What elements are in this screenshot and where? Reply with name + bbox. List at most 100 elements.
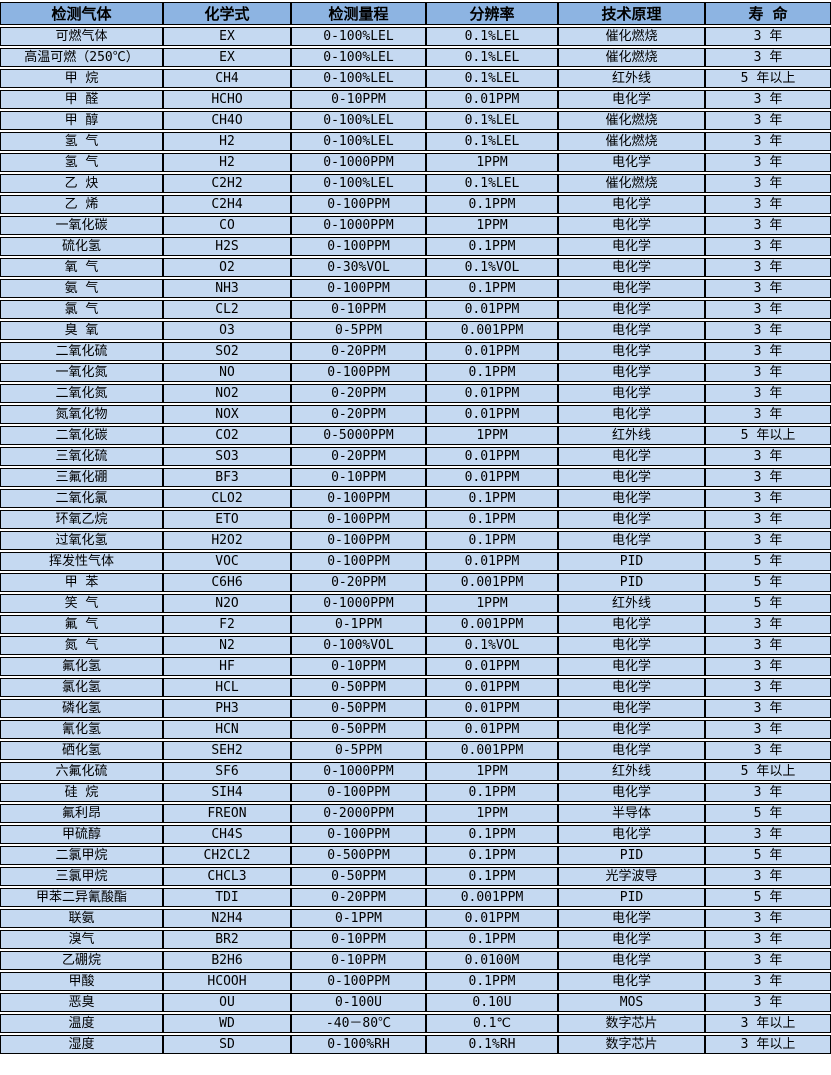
lifespan-cell: 3 年 [705, 678, 831, 697]
formula-cell: PH3 [163, 699, 291, 718]
resolution-cell: 0.01PPM [426, 90, 558, 109]
gas-name-cell: 甲苯二异氰酸酯 [0, 888, 163, 907]
resolution-cell: 1PPM [426, 153, 558, 172]
range-cell: 0-100%LEL [291, 132, 426, 151]
table-row: 氯化氢 HCL 0-50PPM 0.01PPM 电化学 3 年 [0, 678, 831, 697]
resolution-cell: 0.1PPM [426, 825, 558, 844]
range-cell: 0-100%LEL [291, 27, 426, 46]
resolution-cell: 0.1%VOL [426, 636, 558, 655]
gas-name-cell: 可燃气体 [0, 27, 163, 46]
lifespan-cell: 3 年 [705, 405, 831, 424]
gas-name-cell: 氯 气 [0, 300, 163, 319]
range-cell: 0-1000PPM [291, 594, 426, 613]
formula-cell: HCN [163, 720, 291, 739]
principle-cell: 催化燃烧 [558, 111, 705, 130]
resolution-cell: 0.1PPM [426, 363, 558, 382]
principle-cell: 电化学 [558, 531, 705, 550]
gas-name-cell: 氮 气 [0, 636, 163, 655]
formula-cell: N2O [163, 594, 291, 613]
formula-cell: TDI [163, 888, 291, 907]
gas-name-cell: 一氧化碳 [0, 216, 163, 235]
formula-cell: CHCL3 [163, 867, 291, 886]
principle-cell: 电化学 [558, 783, 705, 802]
resolution-cell: 0.1%LEL [426, 27, 558, 46]
gas-name-cell: 二氧化碳 [0, 426, 163, 445]
resolution-cell: 0.01PPM [426, 447, 558, 466]
resolution-cell: 0.1%LEL [426, 174, 558, 193]
range-cell: 0-10PPM [291, 951, 426, 970]
principle-cell: 数字芯片 [558, 1035, 705, 1054]
principle-cell: 催化燃烧 [558, 132, 705, 151]
formula-cell: HCHO [163, 90, 291, 109]
principle-cell: 催化燃烧 [558, 27, 705, 46]
resolution-cell: 0.1PPM [426, 195, 558, 214]
gas-name-cell: 氰化氢 [0, 720, 163, 739]
table-row: 氟 气 F2 0-1PPM 0.001PPM 电化学 3 年 [0, 615, 831, 634]
lifespan-cell: 3 年 [705, 867, 831, 886]
table-row: 二氧化硫 SO2 0-20PPM 0.01PPM 电化学 3 年 [0, 342, 831, 361]
resolution-cell: 0.001PPM [426, 321, 558, 340]
lifespan-cell: 5 年以上 [705, 762, 831, 781]
principle-cell: 电化学 [558, 699, 705, 718]
formula-cell: HCL [163, 678, 291, 697]
principle-cell: MOS [558, 993, 705, 1012]
range-cell: 0-100PPM [291, 552, 426, 571]
table-header: 检测气体 化学式 检测量程 分辨率 技术原理寿 命 [0, 2, 831, 25]
range-cell: 0-100PPM [291, 279, 426, 298]
table-row: 甲 苯 C6H6 0-20PPM 0.001PPM PID 5 年 [0, 573, 831, 592]
lifespan-cell: 3 年 [705, 930, 831, 949]
principle-cell: 电化学 [558, 972, 705, 991]
table-row: 甲硫醇 CH4S 0-100PPM 0.1PPM 电化学 3 年 [0, 825, 831, 844]
range-cell: 0-100U [291, 993, 426, 1012]
formula-cell: B2H6 [163, 951, 291, 970]
lifespan-cell: 3 年 [705, 636, 831, 655]
lifespan-cell: 3 年 [705, 195, 831, 214]
gas-name-cell: 环氧乙烷 [0, 510, 163, 529]
range-cell: 0-20PPM [291, 342, 426, 361]
principle-cell: 电化学 [558, 909, 705, 928]
principle-cell: 电化学 [558, 384, 705, 403]
table-row: 氨 气 NH3 0-100PPM 0.1PPM 电化学 3 年 [0, 279, 831, 298]
range-cell: 0-500PPM [291, 846, 426, 865]
lifespan-cell: 5 年 [705, 804, 831, 823]
table-row: 氟化氢 HF 0-10PPM 0.01PPM 电化学 3 年 [0, 657, 831, 676]
lifespan-cell: 3 年 [705, 321, 831, 340]
gas-name-cell: 三氯甲烷 [0, 867, 163, 886]
principle-cell: 红外线 [558, 594, 705, 613]
resolution-cell: 1PPM [426, 216, 558, 235]
resolution-cell: 0.1PPM [426, 972, 558, 991]
principle-cell: 电化学 [558, 342, 705, 361]
range-cell: 0-50PPM [291, 720, 426, 739]
gas-name-cell: 甲硫醇 [0, 825, 163, 844]
column-header-0: 检测气体 [0, 2, 163, 25]
gas-name-cell: 过氧化氢 [0, 531, 163, 550]
resolution-cell: 0.01PPM [426, 384, 558, 403]
range-cell: 0-100%LEL [291, 69, 426, 88]
gas-name-cell: 笑 气 [0, 594, 163, 613]
lifespan-cell: 5 年 [705, 552, 831, 571]
principle-cell: 电化学 [558, 300, 705, 319]
gas-name-cell: 高温可燃（250℃） [0, 48, 163, 67]
formula-cell: H2O2 [163, 531, 291, 550]
table-row: 磷化氢 PH3 0-50PPM 0.01PPM 电化学 3 年 [0, 699, 831, 718]
gas-name-cell: 甲酸 [0, 972, 163, 991]
formula-cell: VOC [163, 552, 291, 571]
resolution-cell: 0.10U [426, 993, 558, 1012]
lifespan-cell: 3 年 [705, 489, 831, 508]
resolution-cell: 0.01PPM [426, 909, 558, 928]
header-row: 检测气体 化学式 检测量程 分辨率 技术原理寿 命 [0, 2, 831, 25]
resolution-cell: 0.1PPM [426, 279, 558, 298]
principle-cell: 电化学 [558, 657, 705, 676]
range-cell: 0-100%VOL [291, 636, 426, 655]
formula-cell: CL2 [163, 300, 291, 319]
gas-name-cell: 氧 气 [0, 258, 163, 277]
principle-cell: 电化学 [558, 468, 705, 487]
range-cell: 0-100%LEL [291, 111, 426, 130]
resolution-cell: 0.001PPM [426, 741, 558, 760]
table-row: 二氯甲烷 CH2CL2 0-500PPM 0.1PPM PID 5 年 [0, 846, 831, 865]
resolution-cell: 0.01PPM [426, 300, 558, 319]
gas-name-cell: 一氧化氮 [0, 363, 163, 382]
principle-cell: 数字芯片 [558, 1014, 705, 1033]
range-cell: 0-10PPM [291, 468, 426, 487]
formula-cell: C2H2 [163, 174, 291, 193]
